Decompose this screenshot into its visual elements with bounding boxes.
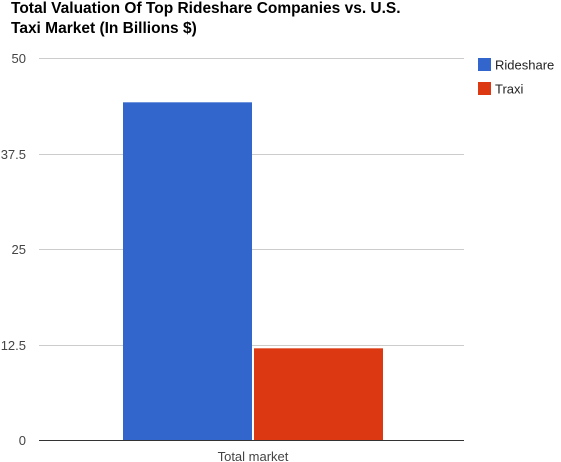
bar-traxi[interactable] [254, 348, 383, 440]
y-tick-label: 50 [12, 51, 26, 66]
y-tick-label: 25 [12, 242, 26, 257]
chart-title-line-1: Total Valuation Of Top Rideshare Compani… [11, 0, 401, 17]
x-tick-label: Total market [218, 449, 289, 462]
legend-label-rideshare: Rideshare [495, 58, 554, 73]
legend-swatch-rideshare [478, 58, 491, 71]
chart-title-line-2: Taxi Market (In Billions $) [11, 20, 197, 37]
y-tick-label: 0 [19, 433, 26, 448]
bar-rideshare[interactable] [123, 102, 252, 440]
legend-label-traxi: Traxi [495, 82, 524, 97]
bars [123, 102, 383, 440]
y-tick-label: 37.5 [1, 147, 26, 162]
y-tick-label: 12.5 [1, 338, 26, 353]
legend[interactable]: Rideshare Traxi [478, 58, 554, 97]
y-axis-ticks: 0 12.5 25 37.5 50 [1, 51, 26, 448]
x-axis-ticks: Total market [218, 449, 289, 462]
legend-swatch-traxi [478, 82, 491, 95]
